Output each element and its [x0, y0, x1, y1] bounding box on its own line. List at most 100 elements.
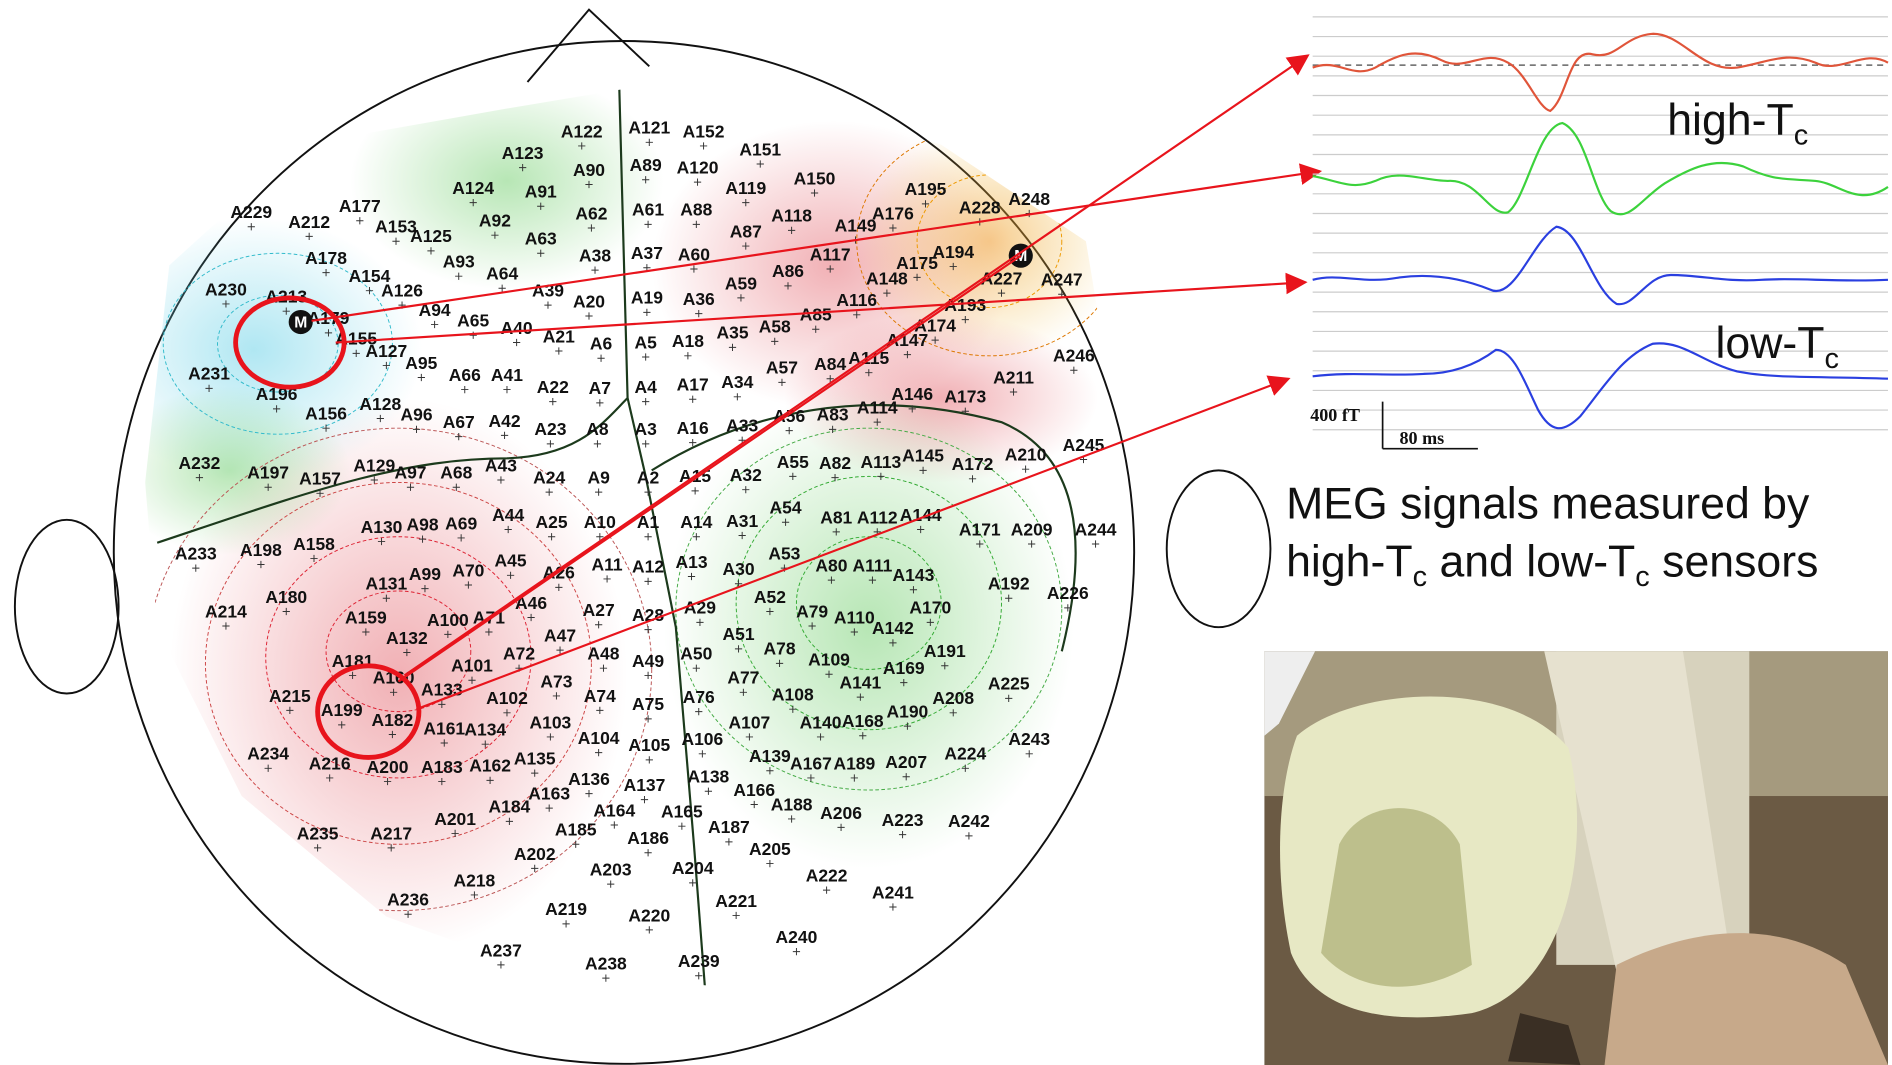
sensor-label: A110: [834, 607, 875, 627]
sensor-label: A92: [479, 211, 511, 231]
sensor-label: A159: [345, 607, 387, 627]
sensor-label: A212: [288, 212, 330, 232]
sensor-label: A11: [592, 554, 623, 574]
sensor-label: A123: [502, 143, 544, 163]
sensor-label: A30: [723, 559, 755, 579]
sensor-label: A17: [677, 375, 709, 395]
sensor-cross: [602, 975, 609, 982]
sensor-label: A66: [449, 365, 481, 385]
sensor-label: A195: [905, 179, 947, 199]
sensor-label: A12: [632, 557, 664, 577]
sensor-cross: [644, 626, 651, 633]
sensor-label: A79: [796, 601, 828, 621]
sensor-label: A31: [726, 511, 758, 531]
sensor-label: A206: [820, 803, 862, 823]
sensor-label: A113: [860, 452, 901, 472]
sensor-label: A82: [819, 453, 851, 473]
sensor-label: A122: [561, 121, 603, 141]
sensor-label: A80: [815, 555, 847, 575]
sensor-label: A78: [764, 639, 796, 659]
sensor-label: A218: [454, 870, 496, 890]
sensor-label: A10: [584, 512, 616, 532]
sensor-cross: [594, 440, 601, 447]
sensor-label: A128: [359, 394, 401, 414]
sensor-label: A5: [635, 332, 658, 352]
sensor-label: A191: [924, 641, 966, 661]
sensor-label: A64: [486, 264, 518, 284]
sensor-label: A171: [959, 519, 1001, 539]
sensor-label: A102: [486, 688, 528, 708]
sensor-label: A236: [387, 890, 429, 910]
sensor-label: A35: [716, 323, 748, 343]
sensor-label: A67: [443, 412, 475, 432]
sensor-label: A239: [678, 951, 720, 971]
sensor-cross: [497, 961, 504, 968]
sensor-label: A222: [806, 865, 848, 885]
sensor-label: A2: [637, 467, 660, 487]
sensor-label: A119: [725, 178, 766, 198]
sensor-label: A194: [932, 242, 974, 262]
sensor-label: A107: [729, 712, 771, 732]
sensor-label: A219: [545, 899, 587, 919]
sensor-label: A95: [405, 353, 437, 373]
sensor-label: A208: [932, 688, 974, 708]
sensor-label: A6: [590, 334, 613, 354]
sensor-cross: [644, 715, 651, 722]
label-sub: c: [1825, 343, 1839, 375]
sensor-label: A177: [339, 196, 381, 216]
sensor-label: A89: [630, 155, 662, 175]
sensor-label: A41: [491, 365, 523, 385]
sensor-label: A45: [495, 551, 527, 571]
sensor-cross: [595, 488, 602, 495]
sensor-label: A156: [305, 404, 347, 424]
sensor-label: A117: [810, 244, 851, 264]
sensor-label: A190: [887, 701, 929, 721]
sensor-label: A214: [205, 601, 247, 621]
marker-label: M: [294, 314, 307, 331]
sensor-label: A85: [800, 305, 832, 325]
sensor-cross: [695, 972, 702, 979]
sensor-label: A60: [678, 244, 710, 264]
sensor-cross: [585, 312, 592, 319]
sensor-label: A105: [628, 735, 670, 755]
scale-amplitude: 400 fT: [1310, 405, 1360, 425]
sensor-label: A81: [820, 507, 852, 527]
sensor-label: A145: [902, 446, 944, 466]
sensor-label: A112: [857, 507, 898, 527]
sensor-label: A225: [988, 674, 1030, 694]
sensor-cross: [725, 838, 732, 845]
sensor-label: A53: [768, 543, 800, 563]
sensor-label: A192: [988, 574, 1030, 594]
sensor-label: A143: [893, 565, 935, 585]
sensor-label: A139: [749, 746, 791, 766]
sensor-label: A173: [944, 387, 986, 407]
sensor-label: A132: [386, 628, 428, 648]
sensor-cross: [1092, 540, 1099, 547]
sensor-label: A98: [407, 514, 439, 534]
sensor-label: A187: [708, 817, 750, 837]
sensor-label: A136: [568, 769, 610, 789]
sensor-label: A69: [445, 513, 477, 533]
sensor-label: A134: [464, 720, 506, 740]
sensor-label: A231: [188, 364, 230, 384]
sensor-label: A226: [1047, 583, 1089, 603]
sensor-label: A90: [573, 160, 605, 180]
high-tc-label: high-Tc: [1667, 96, 1808, 152]
sensor-label: A241: [872, 882, 914, 902]
sensor-label: A48: [587, 644, 619, 664]
sensor-label: A229: [230, 202, 272, 222]
sensor-label: A47: [544, 625, 576, 645]
sensor-label: A169: [883, 658, 925, 678]
sensor-label: A248: [1008, 189, 1050, 209]
sensor-label: A217: [370, 823, 412, 843]
caption: MEG signals measured by high-Tc and low-…: [1286, 480, 1818, 594]
sensor-label: A100: [427, 610, 469, 630]
sensor-label: A137: [624, 775, 666, 795]
sensor-label: A42: [489, 411, 521, 431]
sensor-cross: [644, 533, 651, 540]
sensor-label: A199: [321, 700, 363, 720]
sensor-label: A75: [632, 694, 664, 714]
sensor-label: A129: [353, 455, 395, 475]
sensor-label: A109: [808, 650, 850, 670]
sensor-label: A230: [205, 279, 247, 299]
